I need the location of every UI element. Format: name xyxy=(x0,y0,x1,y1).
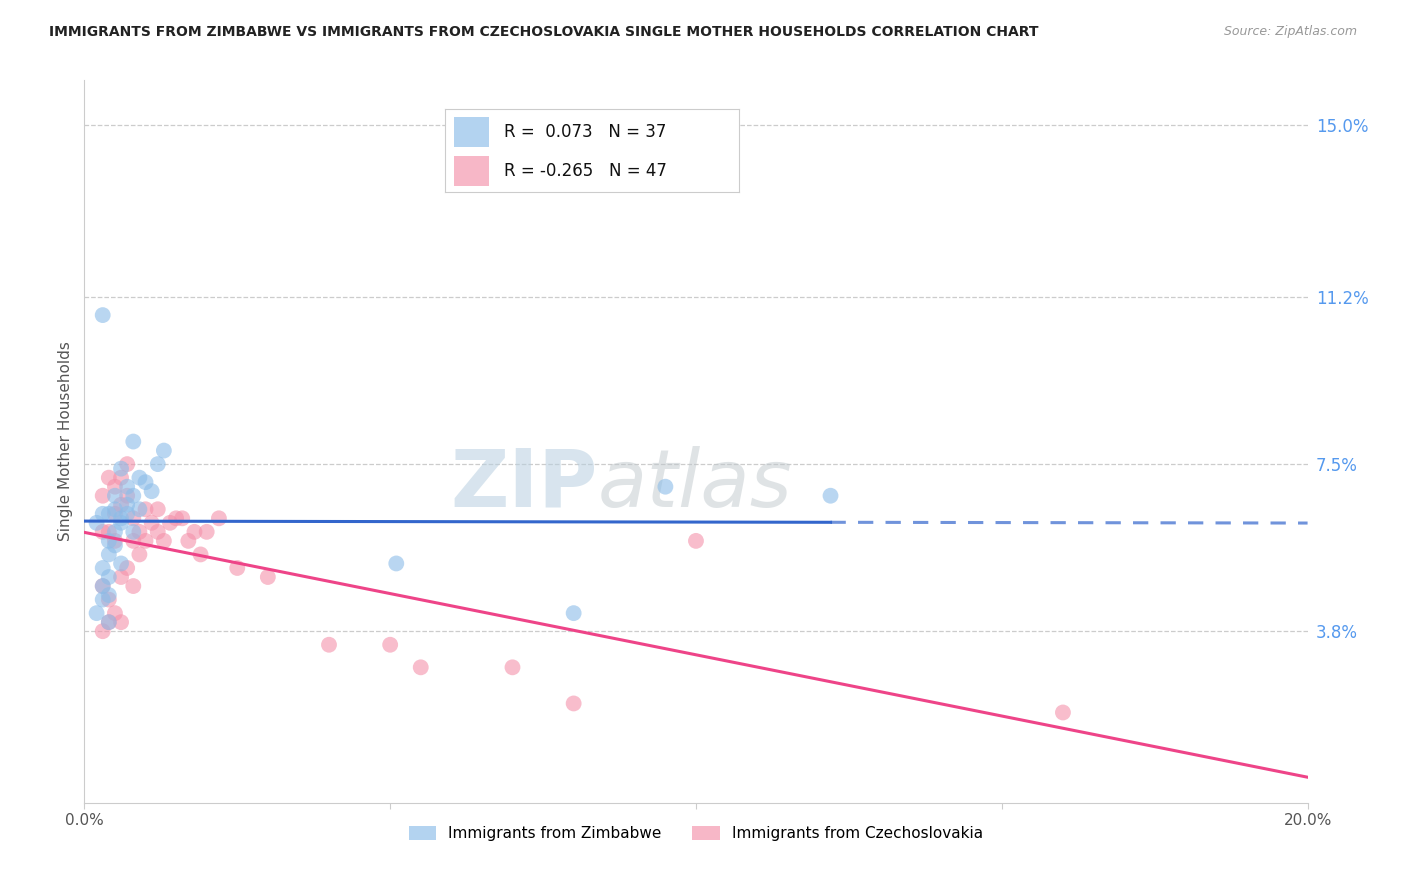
Point xyxy=(97,615,120,630)
Point xyxy=(208,511,231,525)
Point xyxy=(110,615,132,630)
Point xyxy=(128,524,150,539)
Point xyxy=(1052,706,1074,720)
Point xyxy=(177,533,200,548)
Point xyxy=(91,489,114,503)
Point xyxy=(97,588,120,602)
Point xyxy=(91,561,114,575)
Point xyxy=(104,606,127,620)
Point xyxy=(128,502,150,516)
Point xyxy=(110,516,132,530)
Point xyxy=(318,638,340,652)
Point xyxy=(380,638,402,652)
Point xyxy=(86,606,108,620)
Point xyxy=(97,524,120,539)
Point xyxy=(104,480,127,494)
Point xyxy=(104,533,127,548)
Point xyxy=(562,606,585,620)
Point xyxy=(146,524,169,539)
Point xyxy=(159,516,181,530)
Point xyxy=(104,524,127,539)
Point xyxy=(110,461,132,475)
Point xyxy=(104,502,127,516)
Point xyxy=(115,480,138,494)
Point xyxy=(91,308,114,322)
Point xyxy=(135,533,157,548)
Point xyxy=(91,524,114,539)
Point xyxy=(146,457,169,471)
Point xyxy=(110,498,132,512)
Text: Source: ZipAtlas.com: Source: ZipAtlas.com xyxy=(1223,25,1357,38)
Point xyxy=(97,548,120,562)
Point xyxy=(685,533,707,548)
Y-axis label: Single Mother Households: Single Mother Households xyxy=(58,342,73,541)
Point xyxy=(165,511,187,525)
Point xyxy=(91,579,114,593)
Point xyxy=(110,471,132,485)
Point xyxy=(91,507,114,521)
Point xyxy=(91,624,114,639)
Point xyxy=(122,524,145,539)
Point xyxy=(153,533,176,548)
Legend: Immigrants from Zimbabwe, Immigrants from Czechoslovakia: Immigrants from Zimbabwe, Immigrants fro… xyxy=(402,820,990,847)
Point xyxy=(97,615,120,630)
Point xyxy=(141,516,163,530)
Point xyxy=(502,660,524,674)
Point xyxy=(86,516,108,530)
Point xyxy=(190,548,212,562)
Point xyxy=(226,561,249,575)
Point xyxy=(146,502,169,516)
Text: IMMIGRANTS FROM ZIMBABWE VS IMMIGRANTS FROM CZECHOSLOVAKIA SINGLE MOTHER HOUSEHO: IMMIGRANTS FROM ZIMBABWE VS IMMIGRANTS F… xyxy=(49,25,1039,39)
Point xyxy=(122,579,145,593)
Point xyxy=(104,538,127,552)
Point xyxy=(135,475,157,490)
Text: atlas: atlas xyxy=(598,446,793,524)
Text: ZIP: ZIP xyxy=(451,446,598,524)
Point xyxy=(91,592,114,607)
Point xyxy=(115,498,138,512)
Point xyxy=(97,570,120,584)
Point xyxy=(153,443,176,458)
Point xyxy=(409,660,432,674)
Point xyxy=(115,457,138,471)
Point xyxy=(97,507,120,521)
Point xyxy=(141,484,163,499)
Point xyxy=(122,511,145,525)
Point xyxy=(110,570,132,584)
Point xyxy=(97,592,120,607)
Point xyxy=(122,533,145,548)
Point xyxy=(135,502,157,516)
Point xyxy=(115,561,138,575)
Point xyxy=(128,548,150,562)
Point xyxy=(104,507,127,521)
Point xyxy=(257,570,280,584)
Point xyxy=(97,471,120,485)
Point xyxy=(122,489,145,503)
Point xyxy=(195,524,218,539)
Point xyxy=(115,489,138,503)
Point xyxy=(91,579,114,593)
Point xyxy=(128,471,150,485)
Point xyxy=(172,511,194,525)
Point xyxy=(115,507,138,521)
Point xyxy=(104,489,127,503)
Point xyxy=(122,434,145,449)
Point xyxy=(385,557,408,571)
Point xyxy=(654,480,676,494)
Point xyxy=(97,533,120,548)
Point xyxy=(183,524,205,539)
Point xyxy=(110,557,132,571)
Point xyxy=(820,489,842,503)
Point xyxy=(110,511,132,525)
Point xyxy=(562,697,585,711)
